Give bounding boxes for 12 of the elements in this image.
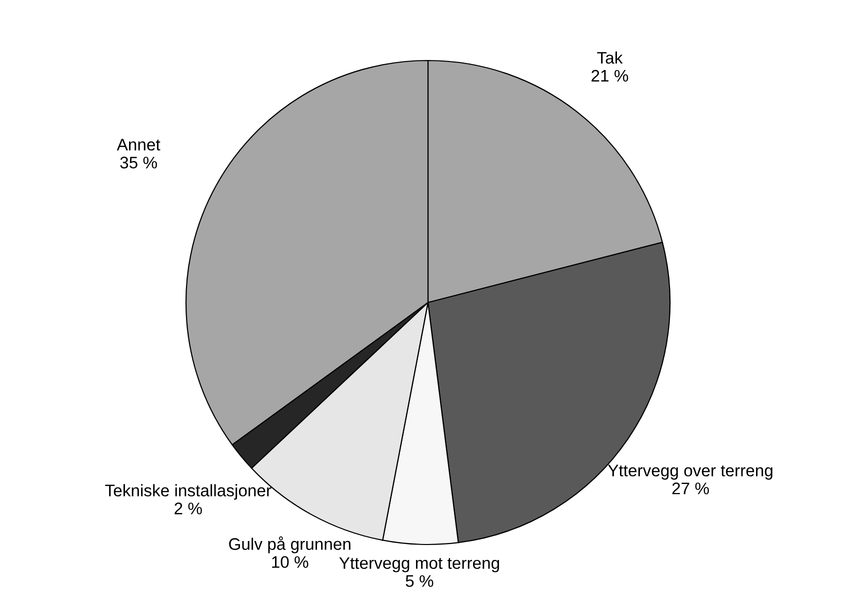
data-label: 21 % xyxy=(592,70,628,82)
slice-label: Tekniske installasjoner xyxy=(105,484,272,500)
slice-label: Tak xyxy=(597,51,623,64)
slice-label: Yttervegg mot terreng xyxy=(339,557,500,572)
data-label: 10 % xyxy=(272,556,308,568)
data-label: 5 % xyxy=(406,575,434,587)
slice-label: Gulv på grunnen xyxy=(229,536,350,554)
data-label: 2 % xyxy=(174,502,202,514)
slice-label: Annet xyxy=(116,138,160,151)
slice-label: Yttervegg over terreng xyxy=(608,464,772,480)
data-label: 35 % xyxy=(120,156,157,168)
data-label: 27 % xyxy=(672,482,709,494)
